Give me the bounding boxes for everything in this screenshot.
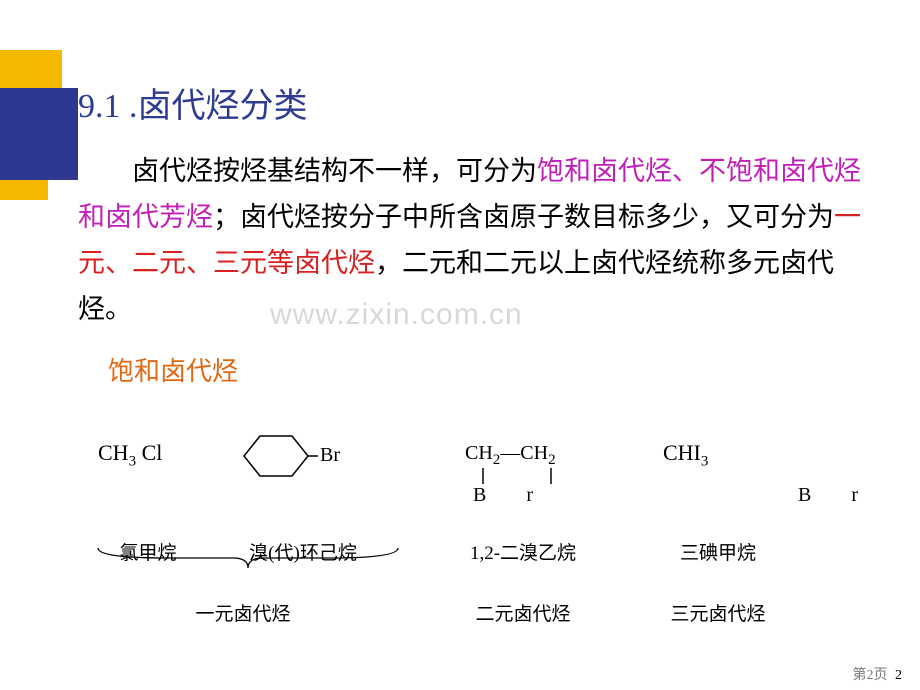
f-text: Br: [473, 484, 573, 506]
f-text: Br Br: [473, 484, 898, 507]
corner-decoration: [0, 0, 90, 200]
formula-row: CH3 Cl Br CH2—CH2 Br Br: [88, 416, 908, 496]
text-segment: ；卤代烃按分子中所含卤原子数目标多少，又可分为: [213, 202, 834, 232]
subheading: 饱和卤代烃: [108, 351, 870, 388]
page-label: 第2页: [853, 668, 888, 683]
f-text: —CH: [500, 442, 548, 464]
category-di: 二元卤代烃: [398, 599, 648, 626]
hexagon-icon: [228, 428, 318, 484]
f-text: CHI: [663, 440, 701, 465]
page-number: 2: [895, 668, 902, 683]
category-tri: 三元卤代烃: [648, 599, 788, 626]
formula-chi3: CHI3: [663, 440, 763, 470]
slide-title: 9.1 .卤代烃分类: [78, 78, 870, 127]
f-sub: 3: [129, 454, 137, 470]
f-text: CH2—CH2: [465, 442, 556, 464]
f-sub: 3: [701, 454, 709, 470]
slide-content: 9.1 .卤代烃分类 卤代烃按烃基结构不一样，可分为饱和卤代烃、不饱和卤代烃和卤…: [78, 78, 870, 626]
formula-cyclohexyl-br: Br: [228, 426, 403, 486]
bond-lines: [477, 466, 567, 486]
deco-yellow-bottom: [0, 180, 48, 200]
chemistry-diagram: CH3 Cl Br CH2—CH2 Br Br: [88, 416, 908, 626]
formula-ch3cl: CH3 Cl: [98, 440, 228, 470]
category-mono: 一元卤代烃: [88, 599, 398, 626]
f-text: Br: [798, 484, 898, 506]
name-iodoform: 三碘甲烷: [648, 538, 788, 565]
category-row: 一元卤代烃 二元卤代烃 三元卤代烃: [88, 599, 908, 626]
f-text: CH: [465, 442, 493, 464]
f-text: Br: [320, 444, 340, 467]
text-segment: 卤代烃按烃基结构不一样，可分为: [132, 156, 537, 186]
page-footer: 第2页 2: [853, 664, 903, 684]
deco-blue: [0, 88, 78, 180]
f-text: CH: [98, 440, 129, 465]
name-dibromoethane: 1,2-二溴乙烷: [398, 538, 648, 565]
formula-dibromoethane: CH2—CH2 Br Br: [403, 442, 663, 469]
body-paragraph: 卤代烃按烃基结构不一样，可分为饱和卤代烃、不饱和卤代烃和卤代芳烃；卤代烃按分子中…: [78, 149, 870, 333]
f-text: Cl: [136, 440, 162, 465]
deco-yellow-top: [0, 50, 62, 88]
brace-icon: [93, 546, 403, 576]
